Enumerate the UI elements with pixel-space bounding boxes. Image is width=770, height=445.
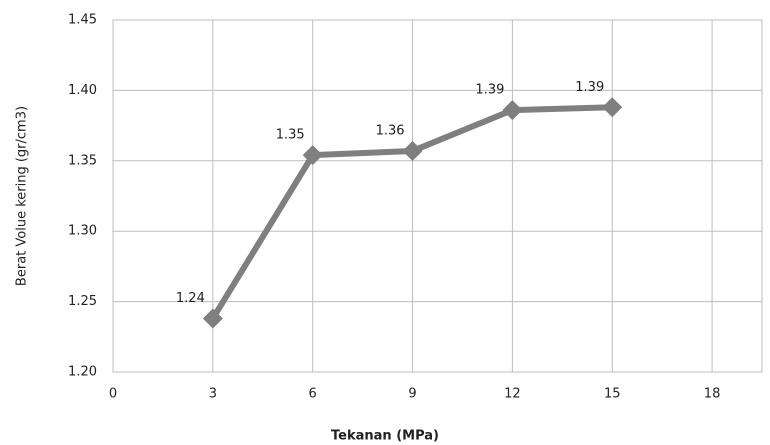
y-tick-label: 1.35	[68, 153, 97, 168]
data-marker	[402, 140, 423, 161]
y-tick-label: 1.45	[68, 13, 97, 28]
y-tick-label: 1.25	[68, 294, 97, 309]
data-label: 1.35	[276, 128, 305, 143]
y-tick-label: 1.30	[68, 224, 97, 239]
x-tick-label: 12	[504, 387, 521, 402]
data-marker	[302, 145, 323, 166]
plot-border	[112, 19, 763, 373]
y-tick-label: 1.20	[68, 365, 97, 380]
y-axis-label: Berat Volue kering (gr/cm3)	[15, 106, 30, 286]
data-label: 1.39	[575, 80, 604, 95]
data-label: 1.36	[376, 123, 405, 138]
data-label: 1.39	[475, 83, 504, 98]
x-tick-label: 0	[109, 387, 117, 402]
data-marker	[202, 308, 223, 329]
x-tick-label: 18	[704, 387, 721, 402]
data-label: 1.24	[176, 291, 205, 306]
x-tick-label: 9	[408, 387, 416, 402]
x-tick-label: 15	[604, 387, 621, 402]
x-axis-label: Tekanan (MPa)	[331, 429, 439, 444]
data-marker	[502, 100, 523, 121]
x-tick-label: 3	[209, 387, 217, 402]
x-tick-label: 6	[309, 387, 317, 402]
data-marker	[602, 97, 623, 118]
y-tick-label: 1.40	[68, 83, 97, 98]
